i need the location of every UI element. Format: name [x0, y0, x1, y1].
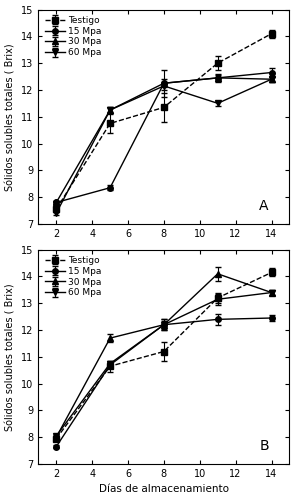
Y-axis label: Sólidos solubles totales ( Brix): Sólidos solubles totales ( Brix) — [6, 43, 16, 191]
Legend: Testigo, 15 Mpa, 30 Mpa, 60 Mpa: Testigo, 15 Mpa, 30 Mpa, 60 Mpa — [42, 13, 104, 60]
X-axis label: Días de almacenamiento: Días de almacenamiento — [99, 484, 229, 494]
Text: A: A — [259, 199, 269, 213]
Text: B: B — [259, 440, 269, 454]
Legend: Testigo, 15 Mpa, 30 Mpa, 60 Mpa: Testigo, 15 Mpa, 30 Mpa, 60 Mpa — [42, 254, 104, 300]
Y-axis label: Sólidos solubles totales ( Brix): Sólidos solubles totales ( Brix) — [6, 283, 16, 430]
